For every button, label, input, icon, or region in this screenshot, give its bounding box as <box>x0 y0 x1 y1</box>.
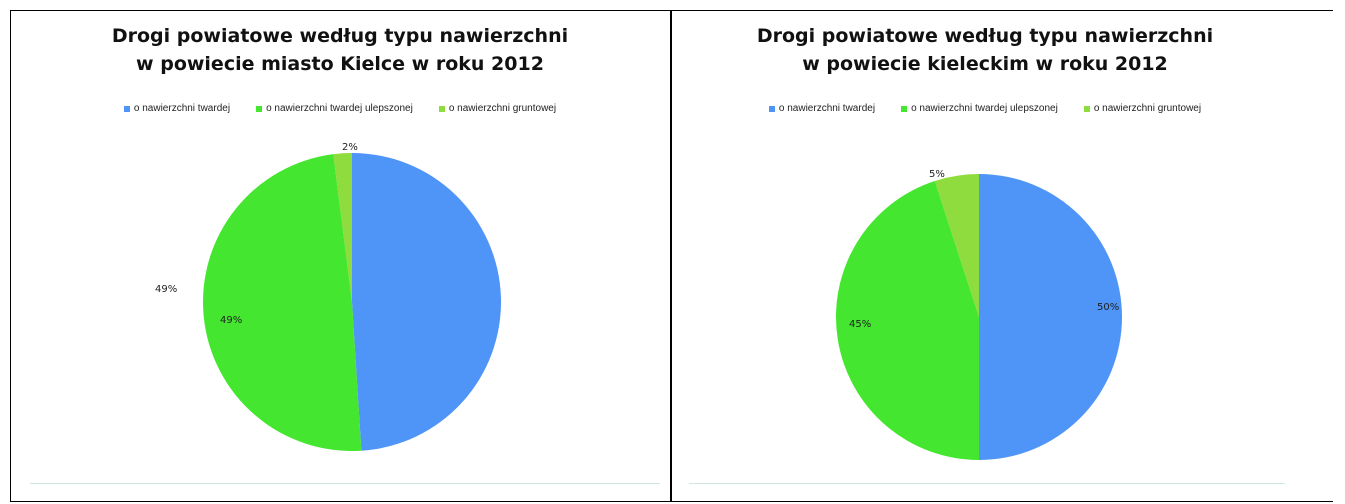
pie-slice-gruntowa <box>333 153 352 302</box>
pie-data-label: 49% <box>155 284 177 295</box>
pie-slice-twarda-ulepszona <box>203 154 362 451</box>
chart-title-line-1: Drogi powiatowe według typu nawierzchni <box>756 25 1214 47</box>
pie-data-label: 50% <box>1097 302 1119 313</box>
chart-title-line-2: w powiecie kieleckim w roku 2012 <box>802 53 1168 75</box>
legend-swatch <box>901 105 908 112</box>
pie-slice-twarda <box>979 174 1122 460</box>
chart-kielce: Drogi powiatowe według typu nawierzchni … <box>20 12 660 486</box>
legend-label: o nawierzchni gruntowej <box>1093 103 1202 114</box>
plot-baseline <box>689 483 1285 484</box>
pie-slice-gruntowa <box>934 174 979 317</box>
legend: o nawierzchni twardej o nawierzchni twar… <box>20 103 660 114</box>
legend-item-twarda-ulepszona: o nawierzchni twardej ulepszonej <box>256 103 413 114</box>
legend-label: o nawierzchni twardej <box>133 103 231 114</box>
legend-swatch <box>768 105 775 112</box>
legend-swatch <box>256 105 263 112</box>
pie-data-label: 49% <box>220 315 242 326</box>
legend-item-twarda: o nawierzchni twardej <box>123 103 231 114</box>
pie-data-label: 45% <box>849 319 871 330</box>
legend-item-gruntowa: o nawierzchni gruntowej <box>1083 103 1202 114</box>
legend-swatch <box>123 105 130 112</box>
pie-svg: 50% 45% 5% <box>836 169 1122 461</box>
legend-swatch <box>438 105 445 112</box>
chart-kielecki: Drogi powiatowe według typu nawierzchni … <box>685 12 1285 486</box>
panel-divider <box>670 10 672 502</box>
pie-data-label: 5% <box>929 169 945 180</box>
pie-data-label: 2% <box>342 142 358 153</box>
legend-item-twarda-ulepszona: o nawierzchni twardej ulepszonej <box>901 103 1058 114</box>
pie-svg: 49% 49% 2% <box>155 142 501 451</box>
pie-slice-twarda-ulepszona <box>836 180 979 461</box>
legend-swatch <box>1083 105 1090 112</box>
legend-label: o nawierzchni twardej ulepszonej <box>266 103 413 114</box>
legend-item-twarda: o nawierzchni twardej <box>768 103 876 114</box>
legend-item-gruntowa: o nawierzchni gruntowej <box>438 103 557 114</box>
legend-label: o nawierzchni twardej ulepszonej <box>911 103 1058 114</box>
plot-baseline <box>30 483 660 484</box>
chart-title-line-2: w powiecie miasto Kielce w roku 2012 <box>136 53 544 75</box>
legend: o nawierzchni twardej o nawierzchni twar… <box>685 103 1285 114</box>
chart-title: Drogi powiatowe według typu nawierzchni … <box>20 22 660 78</box>
legend-label: o nawierzchni twardej <box>778 103 876 114</box>
chart-title-line-1: Drogi powiatowe według typu nawierzchni <box>111 25 569 47</box>
legend-label: o nawierzchni gruntowej <box>448 103 557 114</box>
chart-title: Drogi powiatowe według typu nawierzchni … <box>685 22 1285 78</box>
pie-slice-twarda <box>352 153 501 451</box>
